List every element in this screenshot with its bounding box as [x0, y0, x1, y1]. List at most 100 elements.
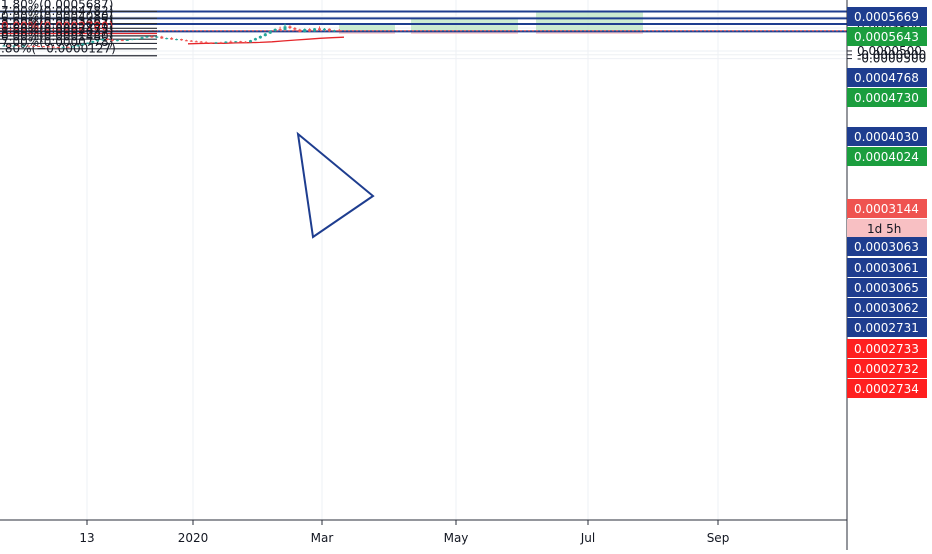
candle-body-3	[17, 45, 21, 47]
candle-body-20	[101, 39, 105, 41]
x-tick-label-1: 2020	[178, 531, 209, 545]
fib-label-8: 0.00%(0.0001480)	[1, 29, 113, 43]
candle-body-42	[209, 42, 213, 44]
price-tag-12	[847, 339, 927, 358]
candle-body-29	[145, 36, 149, 38]
x-tick-label-5: Sep	[707, 531, 730, 545]
candle-body-14	[71, 46, 75, 48]
candle-body-45	[224, 41, 228, 43]
candle-body-34	[170, 38, 174, 40]
candle-body-43	[214, 42, 218, 44]
fib-label-2: 0.00%(0.0004080)	[1, 10, 113, 24]
price-tag-10	[847, 298, 927, 317]
candle-body-53	[263, 33, 267, 37]
price-tags: 0.0005669 0.0005643 0.0004768 0.0004730 0.00…	[847, 7, 927, 398]
candle-body-16	[81, 43, 85, 46]
candle-body-63	[313, 28, 317, 32]
price-tag-label-4: 0.0004030	[854, 130, 919, 144]
candle-body-54	[268, 30, 272, 34]
moving-average	[187, 36, 345, 45]
price-tag-8	[847, 258, 927, 277]
candle-body-59	[293, 28, 297, 30]
candle-body-67	[332, 30, 336, 32]
candle-body-27	[135, 38, 139, 40]
candle-body-30	[150, 36, 154, 38]
candle-body-28	[140, 37, 144, 39]
candlesticks	[2, 23, 341, 48]
candle-body-58	[288, 26, 292, 29]
candle-body-35	[175, 39, 179, 41]
fib-levels: 1.80%(0.0005687)7.00%(0.0004782)0.00%(0.…	[0, 0, 157, 57]
price-tag-label-12: 0.0002733	[854, 342, 919, 356]
price-tag-13	[847, 359, 927, 378]
candle-body-15	[76, 45, 80, 47]
candle-body-1	[7, 45, 11, 47]
price-tag-7	[847, 237, 927, 256]
candle-body-68	[337, 30, 341, 32]
position-zones	[339, 11, 643, 34]
price-tag-1	[847, 27, 927, 46]
candle-body-32	[160, 36, 164, 39]
ma-line	[187, 36, 345, 45]
price-tag-5	[847, 147, 927, 166]
candle-body-37	[184, 40, 188, 42]
price-tag-3	[847, 88, 927, 107]
candle-body-0	[2, 45, 6, 47]
price-tag-label-11: 0.0002731	[854, 321, 919, 335]
y-tick-label-3: -0.0000000	[857, 48, 926, 62]
price-tag-label-7: 0.0003063	[854, 240, 919, 254]
candle-body-22	[110, 39, 114, 41]
candle-body-51	[253, 38, 257, 41]
triangle-shape	[296, 131, 375, 239]
candle-body-5	[27, 45, 31, 47]
profit-zone-1	[411, 18, 518, 32]
x-tick-label-2: Mar	[311, 531, 334, 545]
candle-body-23	[115, 40, 119, 42]
countdown-label: 1d 5h	[867, 222, 901, 236]
loss-zone-2	[536, 31, 643, 34]
y-tick-label-4: -0.0000500	[857, 52, 926, 66]
candle-body-55	[273, 28, 277, 31]
candle-body-38	[189, 40, 193, 42]
candle-body-65	[322, 28, 326, 30]
candle-body-60	[298, 29, 302, 33]
price-tag-label-9: 0.0003065	[854, 281, 919, 295]
loss-zone-0	[339, 31, 395, 34]
candle-body-2	[12, 45, 16, 47]
fib-label-7: 8.60%(0.0002037)	[1, 25, 113, 39]
fib-label-6: 1.80%(0.0002473)	[1, 22, 113, 36]
candle-body-18	[91, 41, 95, 43]
fib-label-0: 1.80%(0.0005687)	[1, 0, 113, 11]
fib-label-5: 0.00%(0.0002780)	[1, 20, 113, 34]
fib-label-10: .80%(−0.0000127)	[1, 42, 116, 56]
candle-body-52	[258, 36, 262, 39]
profit-zone-2	[536, 11, 643, 32]
candle-body-66	[327, 28, 331, 32]
price-tag-4	[847, 127, 927, 146]
price-tag-9	[847, 278, 927, 297]
candle-body-4	[22, 45, 26, 47]
candle-body-40	[199, 41, 203, 43]
x-tick-label-3: May	[444, 531, 469, 545]
candle-body-46	[229, 41, 233, 43]
price-tag-14	[847, 379, 927, 398]
price-tag-label-6: 0.0003144	[854, 202, 919, 216]
candle-body-48	[239, 41, 243, 43]
x-tick-label-4: Jul	[580, 531, 595, 545]
price-tag-label-5: 0.0004024	[854, 150, 919, 164]
fib-label-1: 7.00%(0.0004782)	[1, 4, 113, 18]
candle-body-24	[120, 40, 124, 42]
price-tag-label-1: 0.0005643	[854, 30, 919, 44]
y-tick-label-2: 0.0000500	[857, 44, 922, 58]
candle-body-36	[179, 39, 183, 41]
price-tag-label-10: 0.0003062	[854, 301, 919, 315]
candle-body-26	[130, 39, 134, 41]
price-tag-label-2: 0.0004768	[854, 71, 919, 85]
candle-body-56	[278, 28, 282, 30]
candle-body-47	[234, 41, 238, 43]
candle-body-64	[318, 28, 322, 30]
price-tag-label-0: 0.0005669	[854, 10, 919, 24]
